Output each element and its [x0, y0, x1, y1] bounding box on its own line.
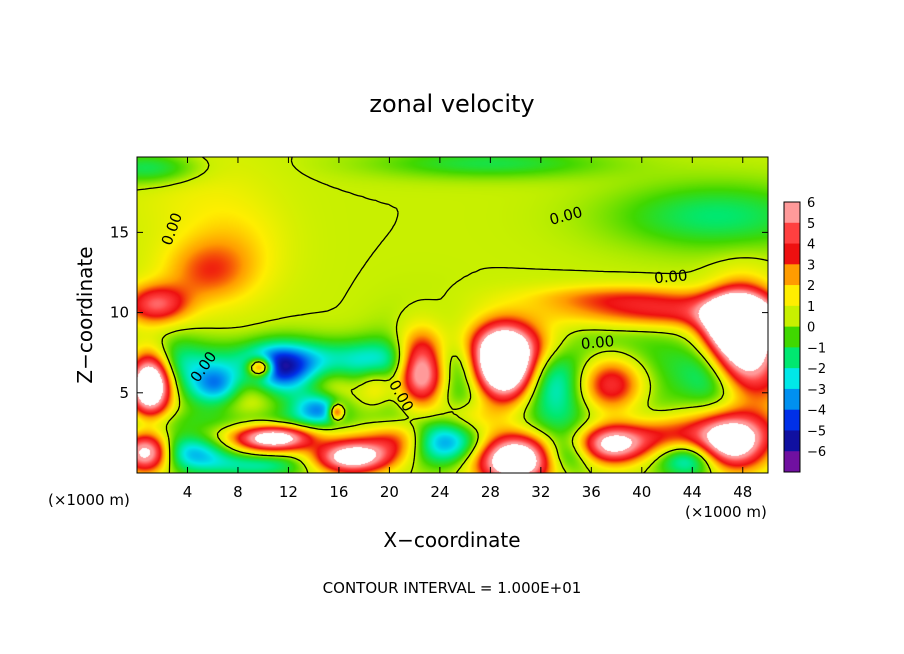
x-tick-label: 8: [233, 483, 243, 501]
colorbar-cell: [784, 243, 800, 265]
colorbar-cell: [784, 222, 800, 244]
x-axis: 4 8 12 16 20 24 28 32 36 40 44 48: [183, 157, 752, 501]
colorbar-label: 4: [807, 238, 815, 253]
colorbar-cell: [784, 430, 800, 452]
x-tick-label: 4: [183, 483, 193, 501]
x-tick-label: 40: [632, 483, 651, 501]
x-tick-label: 28: [481, 483, 500, 501]
colorbar-label: −1: [807, 341, 826, 356]
colorbar-cell: [784, 326, 800, 348]
contour-label: 0.00: [580, 332, 615, 353]
x-tick-label: 16: [329, 483, 348, 501]
x-tick-label: 48: [733, 483, 752, 501]
y-axis: 5 10 15: [110, 223, 768, 402]
colorbar-cell: [784, 451, 800, 473]
colorbar-label: 0: [807, 321, 815, 336]
x-unit-right: (×1000 m): [685, 503, 767, 521]
colorbar-cell: [784, 264, 800, 286]
colorbar-label: −5: [807, 424, 826, 439]
colorbar: 6 5 4 3 2 1 0 −1 −2 −3 −4 −5 −6: [783, 196, 826, 473]
colorbar-frame: [783, 201, 801, 473]
chart-title: zonal velocity: [369, 90, 534, 118]
colorbar-label: 6: [807, 196, 815, 211]
contour-interval-note: CONTOUR INTERVAL = 1.000E+01: [323, 579, 582, 597]
x-axis-label: X−coordinate: [383, 528, 520, 552]
y-axis-label: Z−coordinate: [73, 246, 97, 383]
zero-contours: [137, 157, 768, 473]
contour-label: 0.00: [385, 377, 417, 415]
plot-area: 0.00 0.00 0.00 0.00 0.00 0.00: [136, 156, 769, 474]
y-tick-label: 10: [110, 304, 129, 322]
contour-label: 0.00: [158, 210, 186, 248]
x-tick-label: 20: [380, 483, 399, 501]
colorbar-label: −2: [807, 362, 826, 377]
colorbar-label: −3: [807, 383, 826, 398]
colorbar-cell: [784, 368, 800, 390]
colorbar-cell: [784, 305, 800, 328]
y-tick-label: 15: [110, 223, 129, 241]
colorbar-label: 2: [807, 279, 815, 294]
colorbar-label: 1: [807, 300, 815, 315]
zero-contour-line: [137, 157, 768, 473]
y-tick-label: 5: [119, 384, 129, 402]
contour-labels: 0.00 0.00 0.00 0.00 0.00 0.00: [158, 203, 689, 415]
colorbar-cell: [784, 285, 800, 307]
x-tick-label: 44: [683, 483, 702, 501]
colorbar-cell: [784, 388, 800, 411]
colorbar-label: −6: [807, 445, 826, 460]
colorbar-cell: [784, 347, 800, 369]
x-tick-label: 24: [430, 483, 449, 501]
x-tick-label: 32: [531, 483, 550, 501]
colorbar-label: 5: [807, 217, 815, 232]
plot-frame: [136, 156, 769, 474]
x-tick-label: 12: [279, 483, 298, 501]
colorbar-label: 3: [807, 258, 815, 273]
x-unit-left: (×1000 m): [48, 491, 130, 509]
colorbar-cell: [784, 409, 800, 431]
colorbar-label: −4: [807, 404, 826, 419]
contour-label: 0.00: [187, 348, 221, 386]
contour-label: 0.00: [653, 266, 688, 287]
colorbar-cell: [784, 202, 800, 224]
x-tick-label: 36: [582, 483, 601, 501]
contour-label: 0.00: [547, 203, 584, 229]
